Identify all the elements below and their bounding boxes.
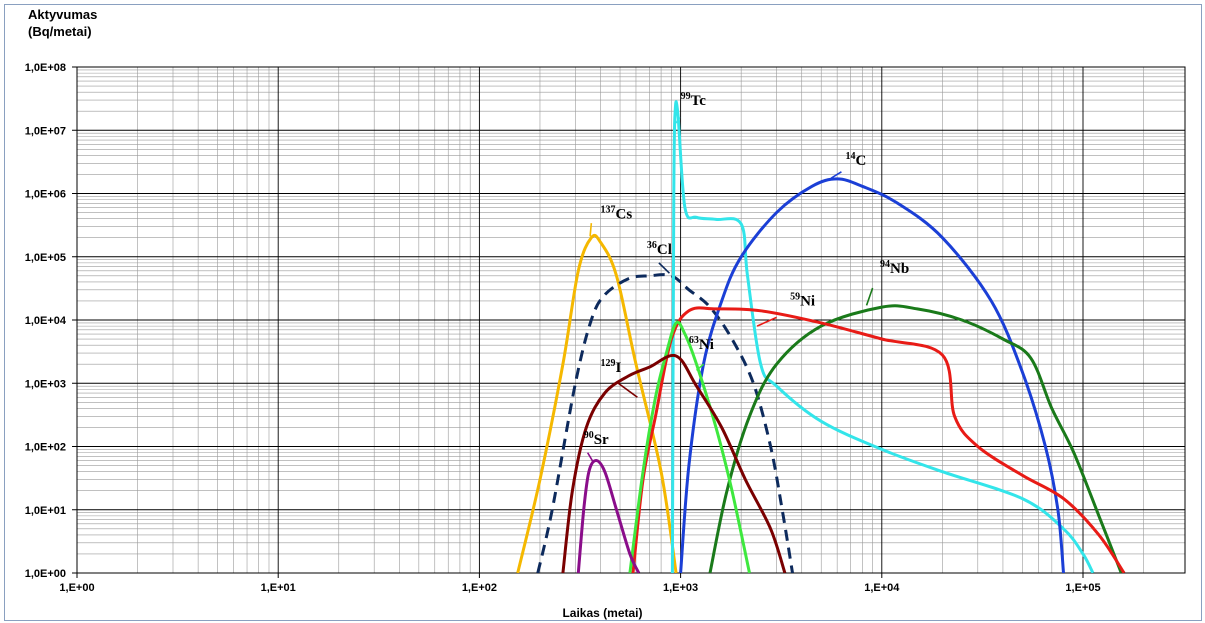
series-line-99tc — [670, 100, 1095, 573]
y-tick-label: 1,0E+06 — [25, 189, 66, 201]
isotope-label-137cs: 137Cs — [601, 205, 633, 223]
x-tick-label: 1,E+04 — [864, 582, 900, 594]
leader-line-99tc — [675, 116, 681, 124]
leader-line-90sr — [586, 452, 595, 464]
x-tick-label: 1,E+02 — [462, 582, 497, 594]
leader-line-137cs — [589, 223, 593, 237]
y-tick-label: 1,0E+07 — [25, 125, 66, 137]
series-line-137cs — [516, 233, 678, 573]
series-layer — [516, 100, 1126, 573]
leader-line-94nb — [865, 287, 874, 306]
series-line-63ni — [628, 320, 751, 573]
isotope-label-14c: 14C — [845, 151, 866, 169]
series-line-14c — [679, 177, 1065, 573]
chart-frame — [4, 4, 1202, 621]
leader-line-36cl — [658, 262, 670, 274]
leader-line-59ni — [756, 316, 777, 327]
x-tick-label: 1,E+01 — [261, 582, 296, 594]
y-axis-title-line1: Aktyvumas — [28, 7, 98, 22]
series-line-90sr — [576, 459, 641, 573]
x-axis-title: Laikas (metai) — [562, 606, 643, 620]
x-tick-label: 1,E+05 — [1065, 582, 1100, 594]
isotope-label-90sr: 90Sr — [584, 430, 609, 448]
grid — [76, 66, 1186, 574]
isotope-label-63ni: 63Ni — [689, 335, 714, 353]
isotope-label-59ni: 59Ni — [790, 291, 815, 309]
leader-line-14c — [830, 171, 842, 179]
isotope-label-99tc: 99Tc — [681, 91, 707, 109]
series-line-36cl — [536, 273, 794, 573]
y-tick-label: 1,0E+01 — [25, 505, 66, 517]
isotope-label-129i: 129I — [601, 358, 622, 376]
leader-line-129i — [617, 382, 638, 398]
tick-labels: 1,E+00 1,E+01 1,E+02 1,E+03 1,E+04 1,E+05 1,0E… — [25, 62, 1101, 594]
y-axis-title: Aktyvumas (Bq/metai) — [28, 6, 97, 40]
isotope-labels: 137Cs 36Cl 99Tc 14C 94Nb 59Ni 63Ni 129I 90Sr — [584, 91, 909, 464]
leader-line-63ni — [696, 363, 705, 371]
y-tick-label: 1,0E+05 — [25, 252, 66, 264]
y-tick-label: 1,0E+00 — [25, 568, 66, 580]
y-tick-label: 1,0E+02 — [25, 442, 66, 454]
isotope-label-94nb: 94Nb — [880, 259, 909, 277]
y-tick-label: 1,0E+04 — [25, 315, 67, 327]
series-line-129i — [561, 353, 787, 573]
series-line-59ni — [631, 306, 1126, 573]
y-tick-label: 1,0E+03 — [25, 378, 66, 390]
x-tick-label: 1,E+03 — [663, 582, 698, 594]
x-tick-label: 1,E+00 — [59, 582, 94, 594]
y-tick-label: 1,0E+08 — [25, 62, 66, 74]
series-line-94nb — [708, 304, 1123, 573]
y-axis-title-line2: (Bq/metai) — [28, 24, 92, 39]
isotope-label-36cl: 36Cl — [647, 240, 672, 258]
